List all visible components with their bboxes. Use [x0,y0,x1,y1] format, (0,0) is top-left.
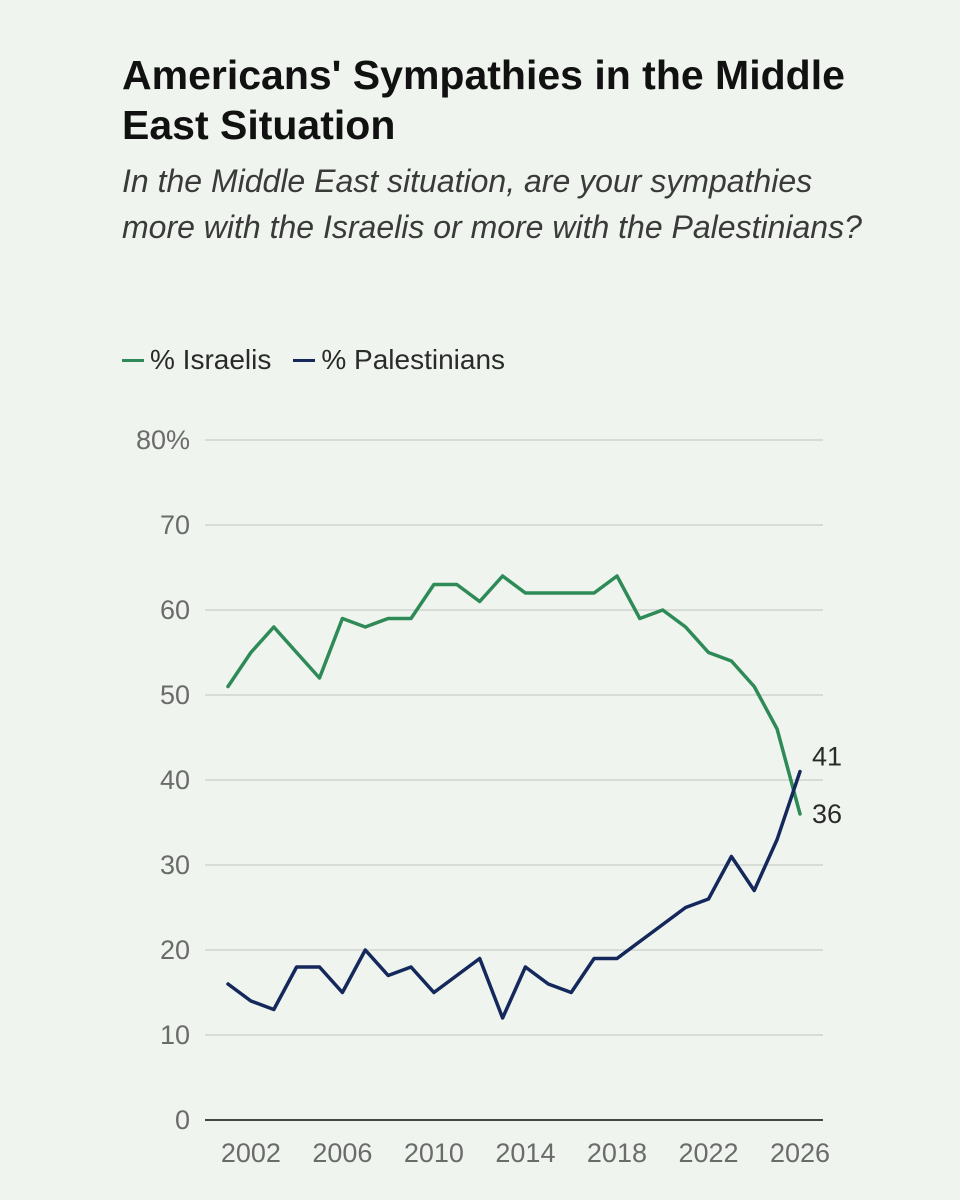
y-tick-label: 80% [136,425,190,455]
series-line-palestinians [226,769,802,1020]
y-tick-label: 20 [160,935,190,965]
y-tick-label: 40 [160,765,190,795]
x-tick-label: 2010 [404,1138,464,1168]
legend-item-israelis: % Israelis [122,344,271,376]
x-tick-label: 2014 [495,1138,555,1168]
x-tick-label: 2006 [312,1138,372,1168]
x-tick-label: 2002 [221,1138,281,1168]
end-labels: 36 41 [812,742,842,830]
x-axis-ticks: 2002 2006 2010 2014 2018 2022 2026 [221,1138,830,1168]
legend-swatch-israelis [122,358,144,362]
series-line-israelis [226,574,802,816]
x-tick-label: 2018 [587,1138,647,1168]
y-tick-label: 0 [175,1105,190,1135]
chart-title: Americans' Sympathies in the Middle East… [122,52,845,148]
x-tick-label: 2026 [770,1138,830,1168]
y-tick-label: 30 [160,850,190,880]
x-tick-label: 2022 [678,1138,738,1168]
legend-swatch-palestinians [293,358,316,362]
y-tick-label: 10 [160,1020,190,1050]
y-axis-ticks: 0 10 20 30 40 50 60 70 80% [136,425,190,1135]
end-label-israelis: 36 [812,799,842,829]
y-tick-label: 60 [160,595,190,625]
series-lines [226,574,802,1020]
chart-subtitle: In the Middle East situation, are your s… [122,163,862,245]
legend: % Israelis % Palestinians [122,344,527,376]
legend-item-palestinians: % Palestinians [293,344,505,376]
legend-label-israelis: % Israelis [150,344,272,375]
legend-label-palestinians: % Palestinians [321,344,506,375]
end-label-palestinians: 41 [812,742,842,772]
gridlines [205,439,823,1121]
y-tick-label: 50 [160,680,190,710]
y-tick-label: 70 [160,510,190,540]
